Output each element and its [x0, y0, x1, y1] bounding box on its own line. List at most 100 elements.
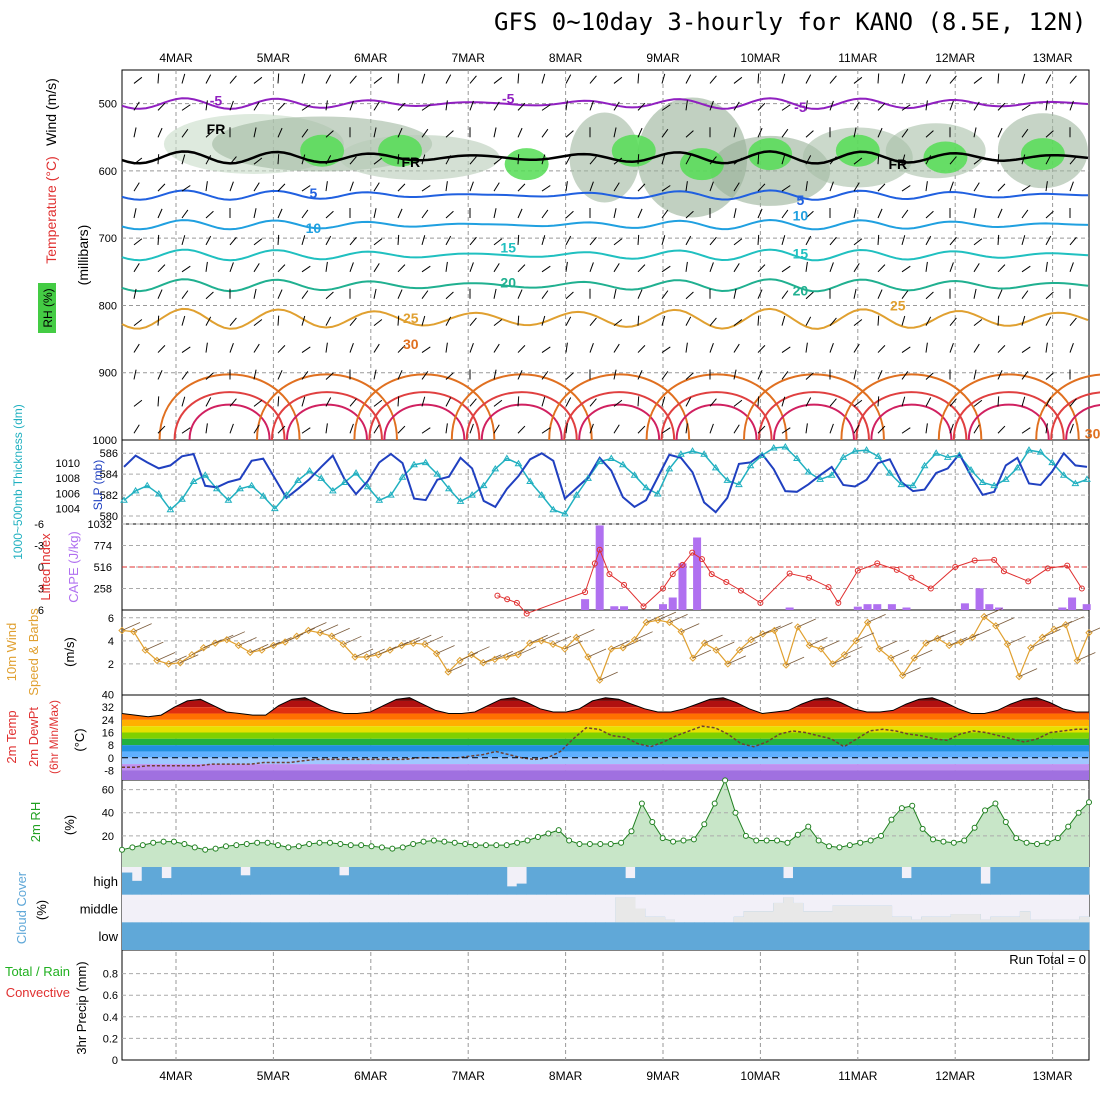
cape-bar [902, 607, 911, 610]
temp-contour-arch [188, 403, 271, 441]
temp-contour-arch [465, 391, 578, 441]
rh-point [430, 837, 437, 844]
wind-barb-10m [646, 614, 665, 623]
wind-barb [757, 370, 763, 380]
cloud-bar [743, 867, 754, 895]
wind-barb [709, 342, 714, 353]
wind-barb-10m [180, 654, 199, 664]
thickness-point [143, 481, 152, 489]
cloud-bar [763, 922, 774, 950]
cloud-mid-bar [901, 916, 912, 923]
wind-barb [445, 74, 452, 84]
cloud-bar [654, 922, 666, 950]
wind-barb [1021, 235, 1026, 246]
wind-barb [805, 291, 814, 300]
cloud-bar [1019, 922, 1031, 950]
cape-bar [678, 563, 687, 610]
li-point [513, 599, 520, 606]
cloud-bar [427, 867, 439, 895]
axis-label-rh: RH (%) [41, 288, 55, 327]
wind-barb [229, 423, 234, 434]
rh-point [566, 837, 573, 844]
temp-contour-arch [937, 373, 1080, 441]
rh-point [399, 844, 406, 851]
temp-contour-arch [450, 373, 593, 441]
wind-barb [781, 396, 786, 407]
cloud-mid-bar [970, 914, 981, 923]
wind-barb [205, 210, 214, 219]
precip-tick: 0 [112, 1055, 118, 1067]
wind-barb [349, 342, 354, 353]
wind-barb [565, 74, 572, 84]
cloud-bar [151, 922, 162, 950]
rh-point [576, 840, 583, 847]
cloud-mid-bar [1029, 919, 1041, 923]
wind-barb [397, 73, 400, 84]
cloud-bar [191, 922, 202, 950]
li-point [606, 571, 613, 578]
cloud-bar [1010, 867, 1021, 895]
wind-barb [157, 396, 160, 407]
wind-barb [901, 209, 909, 219]
thickness-point [456, 497, 465, 504]
pressure-tick: 900 [99, 368, 117, 380]
temp-series-line [121, 697, 1089, 718]
cloud-bar [802, 922, 814, 950]
temp-band [122, 738, 1089, 746]
cloud-bar [644, 867, 656, 895]
rh-high-shading [504, 148, 549, 181]
wind-barb [325, 74, 332, 84]
wind-barb [493, 76, 503, 84]
cloud-bar [398, 922, 409, 950]
cloud-bar [605, 867, 616, 895]
wind-barb [853, 288, 857, 299]
wind-barb [949, 236, 957, 246]
thickness-point [839, 453, 848, 460]
wind-barb [301, 209, 309, 219]
wind-barb [637, 73, 640, 84]
wind-barb [757, 315, 760, 326]
cloud-mid-bar [635, 908, 646, 923]
li-point [708, 571, 715, 578]
wind-barb [1021, 371, 1029, 380]
rh-point [898, 805, 905, 812]
wind-barb [157, 127, 163, 138]
thickness-point [352, 469, 360, 476]
wind-barb [517, 425, 526, 434]
wind-barb [829, 342, 834, 353]
cloud-bar [250, 867, 261, 895]
wind-barb [1069, 398, 1077, 407]
cloud-category-label: low [98, 929, 118, 944]
wind-barb [133, 319, 143, 327]
wind-barb [613, 157, 623, 165]
cloud-bar [388, 867, 399, 895]
wind-barb [853, 127, 857, 138]
wind-barb [733, 76, 743, 84]
thickness-point [549, 505, 558, 513]
wind-barb [949, 100, 954, 111]
wind-barb-10m [681, 623, 700, 632]
wind-barb [1021, 128, 1029, 138]
wind-barb-10m [937, 630, 956, 639]
rh-point [586, 840, 593, 847]
wind-barb [733, 127, 737, 138]
date-label-bottom: 9MAR [646, 1069, 680, 1083]
wind-barb [1045, 210, 1054, 219]
date-label-bottom: 12MAR [935, 1069, 975, 1083]
wind-barb [133, 263, 140, 273]
cloud-bar [1010, 922, 1021, 950]
cloud-bar [181, 922, 192, 950]
thickness-point [421, 458, 430, 466]
wind-barb [373, 157, 383, 165]
cloud-bar [1039, 922, 1050, 950]
wind-barb [301, 265, 311, 273]
wind-barb [181, 346, 191, 353]
wind-barb [205, 74, 212, 84]
wind-barb [565, 210, 574, 219]
wind-barb [781, 209, 789, 219]
wind-barb [1045, 74, 1052, 84]
cloud-bar [131, 922, 143, 950]
cloud-bar [378, 922, 389, 950]
temp-contour-arch [368, 391, 481, 441]
